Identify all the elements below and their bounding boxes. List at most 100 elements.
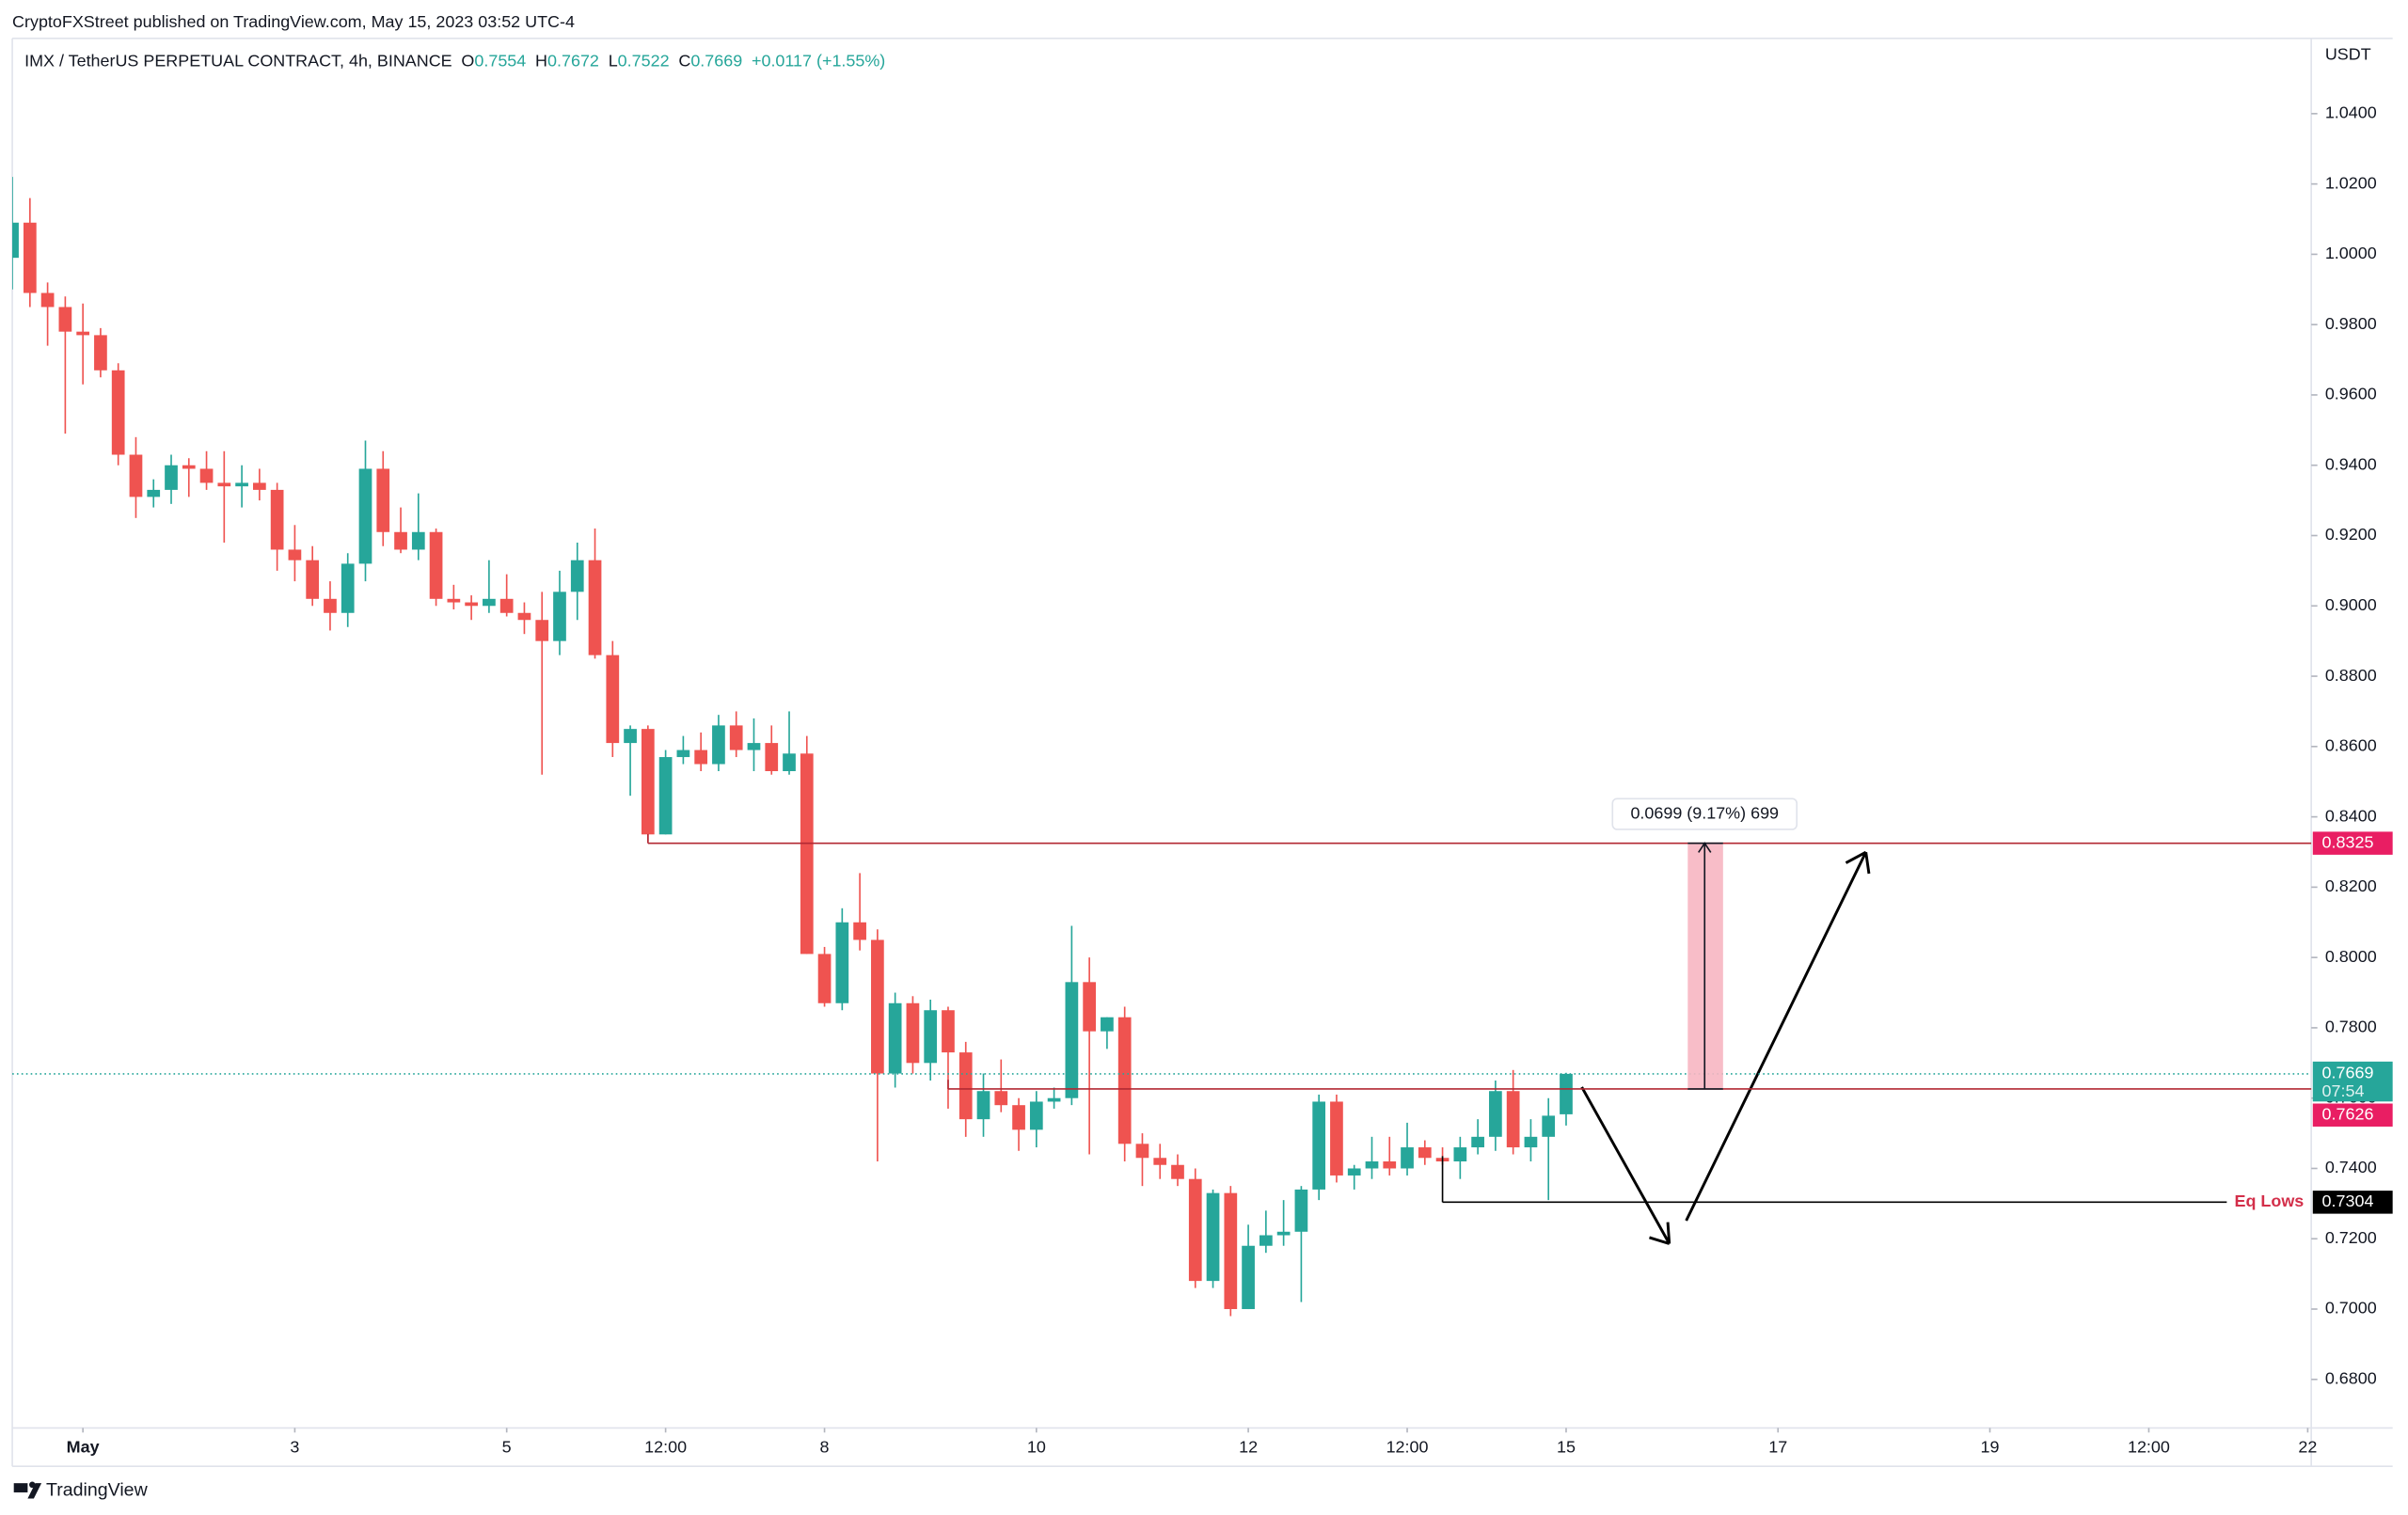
level-tag	[2312, 1191, 2393, 1214]
candle-body	[1312, 1101, 1326, 1190]
candle-body	[358, 468, 372, 564]
candle-body	[1171, 1164, 1184, 1179]
y-tick-label: 0.8400	[2325, 806, 2377, 825]
candle-body	[1542, 1115, 1556, 1137]
candle-body	[658, 757, 673, 835]
candle-body	[40, 292, 55, 308]
candle-body	[976, 1091, 990, 1120]
candle-body	[606, 655, 620, 744]
arrow-up	[1685, 850, 1871, 1222]
x-tick-label: 22	[2298, 1437, 2317, 1456]
candle-body	[729, 725, 743, 750]
candle-body	[129, 454, 143, 497]
level-label: Eq Lows	[2235, 1191, 2305, 1210]
candle-body	[817, 954, 832, 1003]
candle-body	[1365, 1161, 1379, 1169]
countdown: 07:54	[2322, 1081, 2365, 1100]
candle-body	[341, 563, 355, 613]
publisher: CryptoFXStreet published on TradingView.…	[12, 12, 575, 31]
candle-body	[1242, 1245, 1255, 1310]
candle-body	[76, 331, 90, 336]
candle-body	[1117, 1017, 1132, 1144]
x-tick-label: 17	[1768, 1437, 1787, 1456]
candle-body	[165, 465, 178, 490]
candle-body	[447, 598, 461, 603]
y-tick-label: 0.9000	[2325, 595, 2377, 614]
candle-body	[1560, 1073, 1573, 1114]
candle-body	[1206, 1192, 1220, 1282]
y-tick-label: 0.8200	[2325, 876, 2377, 895]
current-price-tag	[2312, 1061, 2393, 1102]
x-tick-label: 8	[820, 1437, 830, 1456]
candle-body	[871, 939, 884, 1074]
candle-body	[1083, 982, 1096, 1032]
x-tick-label: May	[67, 1437, 100, 1456]
o-label: O	[461, 51, 474, 70]
candle-body	[253, 482, 266, 490]
candle-body	[235, 482, 248, 487]
candle-body	[712, 725, 725, 765]
y-tick-label: 0.9600	[2325, 385, 2377, 403]
y-tick-label: 0.8600	[2325, 736, 2377, 755]
candle-body	[1188, 1178, 1202, 1282]
level-tag-label: 0.8325	[2322, 832, 2374, 851]
candle-body	[23, 222, 37, 293]
y-tick-label: 0.6800	[2325, 1369, 2377, 1388]
drawn-arrows	[1580, 850, 1871, 1245]
candle-body	[641, 729, 655, 835]
candle-body	[958, 1052, 973, 1120]
y-tick-label: 0.9400	[2325, 454, 2377, 473]
x-tick-label: 3	[290, 1437, 299, 1456]
candle-body	[800, 753, 814, 955]
candle-body	[58, 307, 72, 332]
c-label: C	[678, 51, 690, 70]
c-value: 0.7669	[690, 51, 742, 70]
level-tag-label: 0.7626	[2322, 1104, 2374, 1123]
candle-body	[12, 222, 19, 259]
current-price-label: 0.7669	[2322, 1064, 2374, 1082]
currency: USDT	[2325, 45, 2371, 64]
candle-body	[1101, 1017, 1114, 1032]
candle-body	[288, 549, 302, 560]
candle-body	[411, 531, 425, 550]
candle-body	[1153, 1158, 1167, 1165]
candle-body	[1294, 1189, 1308, 1232]
y-tick-label: 0.8800	[2325, 666, 2377, 685]
candle-body	[1276, 1231, 1291, 1236]
candle-body	[1453, 1147, 1467, 1162]
measure-label-box	[1611, 797, 1798, 830]
candle-body	[853, 922, 866, 940]
y-tick-label: 0.7800	[2325, 1018, 2377, 1036]
candle-body	[553, 592, 566, 641]
x-tick-label: 15	[1557, 1437, 1576, 1456]
candle-body	[306, 560, 320, 599]
y-tick-label: 0.7400	[2325, 1158, 2377, 1176]
candle-body	[924, 1010, 938, 1064]
candle-body	[906, 1002, 920, 1064]
y-tick-label: 0.9200	[2325, 525, 2377, 544]
h-value: 0.7672	[547, 51, 599, 70]
candle-body	[111, 370, 125, 455]
y-tick-label: 1.0000	[2325, 244, 2377, 262]
candle-body	[394, 531, 407, 550]
candle-body	[182, 465, 196, 469]
x-tick-label: 12	[1239, 1437, 1258, 1456]
x-tick-label: 12:00	[2128, 1437, 2170, 1456]
x-tick-label: 10	[1027, 1437, 1046, 1456]
candle-body	[1524, 1136, 1538, 1148]
candle-body	[1012, 1105, 1025, 1130]
candle-body	[1401, 1147, 1414, 1169]
candle-body	[376, 468, 390, 532]
y-tick-label: 1.0200	[2325, 173, 2377, 192]
candle-body	[94, 335, 107, 371]
h-label: H	[535, 51, 547, 70]
candle-body	[324, 598, 337, 613]
candle-body	[1383, 1161, 1397, 1169]
candle-body	[429, 531, 443, 599]
candle-body	[1489, 1091, 1502, 1137]
y-tick-label: 0.7000	[2325, 1299, 2377, 1318]
candle-body	[199, 468, 214, 483]
l-label: L	[609, 51, 618, 70]
o-value: 0.7554	[474, 51, 526, 70]
